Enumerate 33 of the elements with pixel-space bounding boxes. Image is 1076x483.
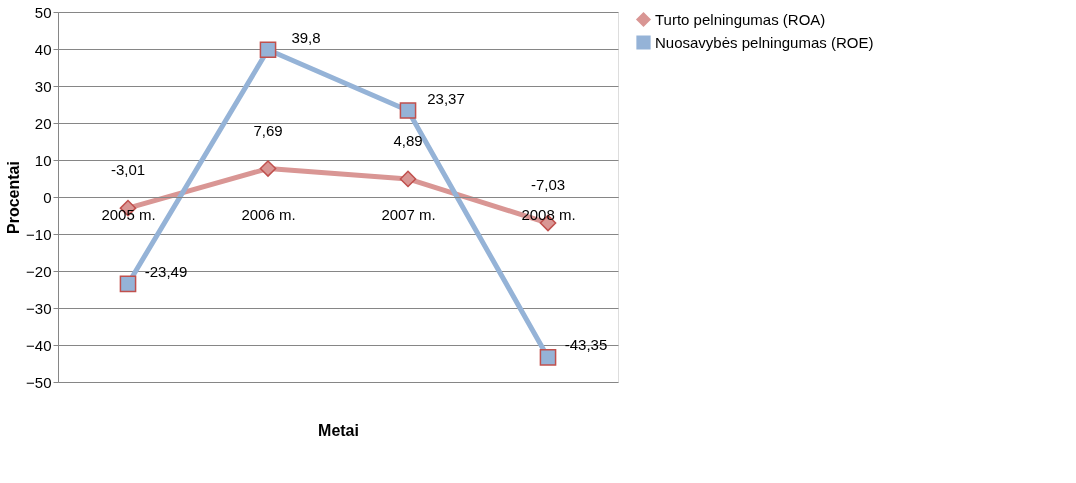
point: [119, 275, 137, 293]
y-tick-label: 10: [34, 151, 52, 169]
data-label: -43,35: [564, 336, 608, 354]
x-tick-label: 2006 m.: [241, 205, 296, 223]
y-tick-label: 30: [34, 77, 52, 95]
data-label: 39,8: [291, 28, 321, 46]
y-tick-label: −50: [26, 373, 52, 391]
y-tick-label: 50: [34, 3, 52, 21]
point: [539, 349, 557, 366]
y-tick-label: −40: [26, 336, 52, 354]
x-tick-label: 2008 m.: [521, 205, 576, 223]
point: [399, 102, 417, 119]
point: [399, 170, 417, 188]
y-tick-label: 40: [34, 40, 52, 58]
data-label: -7,03: [530, 176, 566, 194]
point: [259, 41, 277, 59]
point: [259, 160, 277, 177]
data-label: 7,69: [253, 121, 283, 139]
x-axis-title: Metai: [318, 421, 359, 439]
y-tick-label: 0: [43, 188, 52, 206]
y-tick-label: −10: [26, 225, 52, 243]
x-tick-label: 2007 m.: [381, 205, 436, 223]
y-axis-title: Procentai: [5, 161, 23, 234]
y-tick-label: −20: [26, 262, 52, 280]
data-label: -23,49: [144, 262, 188, 280]
x-tick-label: 2005 m.: [101, 205, 156, 223]
data-label: 23,37: [427, 89, 465, 107]
y-tick-label: −30: [26, 299, 52, 317]
data-label: 4,89: [393, 131, 423, 149]
legend-label: Nuosavybės pelningumas (ROE): [655, 33, 874, 51]
y-tick-label: 20: [34, 114, 52, 132]
data-label: -3,01: [110, 161, 146, 179]
legend-label: Turto pelningumas (ROA): [655, 10, 826, 28]
